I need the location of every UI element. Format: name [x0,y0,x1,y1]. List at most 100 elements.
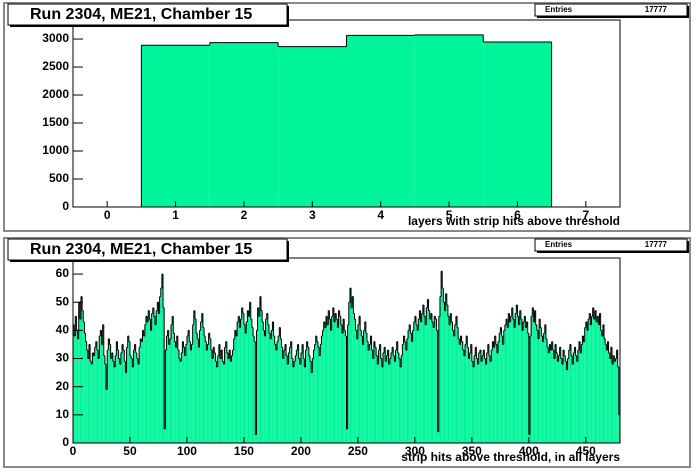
bin [302,344,304,443]
bin [510,316,512,443]
bin [96,350,99,443]
bin [418,319,420,443]
bin [346,35,415,208]
bin [423,316,426,443]
bin [466,335,468,443]
bin [434,316,436,443]
bin [575,355,577,443]
bin [251,327,254,443]
bin [201,313,203,443]
bin [139,347,141,443]
bin [345,335,347,443]
y-tick-label: 10 [56,407,70,421]
bin [132,366,134,443]
bin [232,350,234,443]
bin [596,321,598,443]
bin [470,344,472,443]
bin [541,335,543,443]
bin [453,335,455,443]
y-tick-label: 2500 [42,59,69,73]
bin [374,347,377,443]
bin [574,347,576,443]
bin [92,352,94,443]
bin [110,358,112,443]
bin [586,330,589,443]
bin [116,341,118,443]
y-tick-label: 20 [56,379,70,393]
bin [241,307,243,443]
bin [469,352,471,443]
bin [598,324,600,443]
bin [145,316,148,443]
bin [409,324,411,443]
bin [142,330,144,443]
bin [321,335,323,443]
bin [297,344,299,443]
bin [564,355,566,443]
bin [95,341,97,443]
bin [188,330,190,443]
bin [404,341,406,443]
bin [122,344,124,443]
bin [426,307,428,443]
bin [467,347,469,443]
bin [329,319,331,443]
bin [463,355,466,443]
bin [588,319,590,443]
bin [296,350,298,443]
bin [431,321,434,443]
x-tick-label: 450 [576,444,596,458]
bin [171,324,173,443]
bin [484,358,486,443]
bin [360,330,362,443]
bin [532,307,534,443]
bin [86,350,88,443]
bin [417,330,419,443]
bin [535,324,537,443]
bin [386,355,388,443]
bin [566,369,568,443]
bin [174,341,176,443]
bin [280,338,282,443]
bin [359,316,361,443]
bin [323,321,325,443]
bin [221,350,223,443]
bin [190,350,192,443]
bin [90,361,92,443]
bin [616,350,618,443]
bin [451,321,453,443]
bin [534,310,536,443]
bin [357,324,360,443]
bin [135,352,137,443]
bin [240,319,242,443]
bin [169,338,172,443]
bin [576,361,578,443]
bin [218,344,221,443]
bin [439,296,442,443]
bin [394,361,396,443]
bin [482,355,484,443]
bin [614,361,616,443]
bin [371,350,373,443]
bin [483,42,552,207]
bin [389,358,391,443]
bin [447,316,450,443]
bin [149,319,151,443]
bin [412,330,414,443]
bin [527,333,529,443]
bin [141,341,143,443]
bin [281,347,283,443]
bin [250,319,252,443]
bin [367,341,369,443]
bin [217,355,219,443]
bin [185,344,187,443]
bin [229,350,231,443]
bin [85,341,87,443]
bin [306,341,308,443]
bin [265,319,267,443]
bin [561,364,564,443]
bin [150,330,152,443]
bin [189,341,191,443]
bin [333,321,336,443]
